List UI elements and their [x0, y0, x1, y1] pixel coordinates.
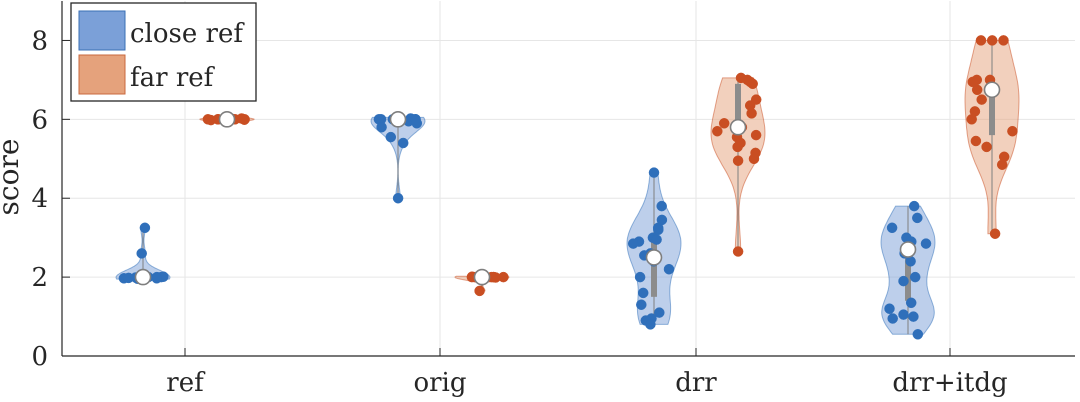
- data-point: [392, 192, 404, 204]
- axes: 0 2 4 6 8 ref orig drr drr+itdg: [31, 1, 1075, 398]
- data-point: [908, 311, 919, 322]
- data-point: [648, 167, 660, 178]
- violins: [115, 35, 1020, 340]
- data-point: [385, 131, 397, 143]
- data-point: [887, 313, 898, 324]
- y-tick-label-2: 2: [31, 263, 48, 293]
- data-point: [712, 125, 723, 137]
- data-point: [718, 118, 730, 129]
- data-point: [970, 135, 982, 147]
- data-point: [747, 78, 758, 90]
- data-point: [750, 129, 762, 141]
- data-point: [1007, 125, 1018, 137]
- data-point: [410, 114, 421, 125]
- legend-swatch-close-ref: [78, 10, 126, 51]
- y-tick-label-6: 6: [31, 105, 48, 135]
- data-point: [912, 212, 923, 224]
- data-point: [397, 137, 409, 149]
- median-marker-0-1: [389, 111, 407, 128]
- x-tick-label-orig: orig: [413, 368, 466, 398]
- data-point: [645, 319, 656, 330]
- x-tick-label-drr: drr: [675, 368, 717, 398]
- data-point: [151, 273, 162, 284]
- data-point: [967, 76, 978, 88]
- data-point: [732, 155, 744, 166]
- iqr-box-0-2: [651, 237, 657, 297]
- data-point: [998, 35, 1009, 46]
- data-point: [236, 113, 247, 124]
- median-marker-0-3: [899, 241, 917, 258]
- x-tick-label-ref: ref: [166, 368, 206, 398]
- legend-label-close-ref: close ref: [130, 19, 245, 49]
- data-point: [636, 299, 647, 310]
- data-point: [139, 222, 151, 234]
- data-point: [634, 271, 646, 283]
- data-point: [732, 141, 743, 153]
- data-point: [981, 141, 992, 153]
- iqr-box-1-2: [735, 83, 741, 143]
- data-point: [376, 121, 387, 133]
- data-point: [905, 256, 916, 267]
- data-point: [920, 238, 932, 249]
- data-point: [909, 271, 921, 283]
- data-point: [637, 287, 649, 299]
- data-point: [908, 200, 920, 212]
- data-point: [651, 234, 662, 245]
- legend-swatch-far-ref: [78, 54, 126, 95]
- data-point: [627, 238, 639, 249]
- data-point: [656, 200, 667, 212]
- data-point: [996, 159, 1008, 170]
- data-point: [886, 222, 898, 234]
- data-point: [912, 329, 924, 340]
- data-point: [976, 94, 987, 105]
- y-tick-label-8: 8: [31, 26, 48, 56]
- data-point: [746, 108, 757, 119]
- data-point: [898, 309, 909, 320]
- median-marker-0-0: [134, 268, 152, 286]
- data-point: [748, 153, 760, 165]
- y-tick-label-4: 4: [31, 184, 48, 214]
- data-point: [654, 307, 665, 318]
- legend: close ref far ref: [70, 2, 257, 102]
- data-point: [898, 275, 909, 287]
- y-tick-label-0: 0: [31, 342, 48, 372]
- iqr-box-1-3: [989, 79, 995, 136]
- data-point: [971, 84, 983, 96]
- data-point: [966, 114, 977, 125]
- data-point: [989, 228, 1001, 239]
- median-marker-1-1: [473, 268, 491, 286]
- data-point: [202, 114, 214, 125]
- data-point: [975, 35, 987, 46]
- data-point: [732, 246, 744, 257]
- median-marker-1-3: [983, 81, 1001, 99]
- median-marker-1-0: [218, 111, 236, 128]
- data-point: [136, 248, 147, 259]
- y-axis-label: score: [0, 139, 25, 216]
- data-point: [884, 303, 895, 314]
- data-point: [474, 285, 485, 297]
- data-point: [905, 297, 917, 309]
- iqr-box-0-3: [905, 241, 911, 301]
- median-marker-1-2: [729, 118, 747, 136]
- x-tick-label-drr-itdg: drr+itdg: [892, 368, 1007, 398]
- median-marker-0-2: [645, 249, 663, 266]
- data-point: [653, 224, 664, 236]
- data-point: [986, 35, 998, 46]
- data-point: [663, 263, 675, 275]
- legend-label-far-ref: far ref: [130, 63, 216, 93]
